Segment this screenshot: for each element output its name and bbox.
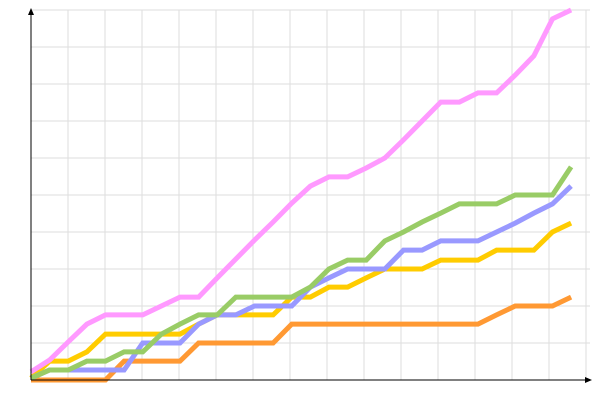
y-axis-arrow-icon: [28, 8, 34, 15]
series-line-0: [31, 294, 573, 383]
series-line-4: [29, 7, 573, 374]
series-line-3: [29, 165, 574, 381]
series-line-2: [29, 184, 573, 381]
x-axis-arrow-icon: [585, 377, 592, 383]
series-lines: [29, 7, 574, 383]
series-line-1: [29, 220, 573, 380]
